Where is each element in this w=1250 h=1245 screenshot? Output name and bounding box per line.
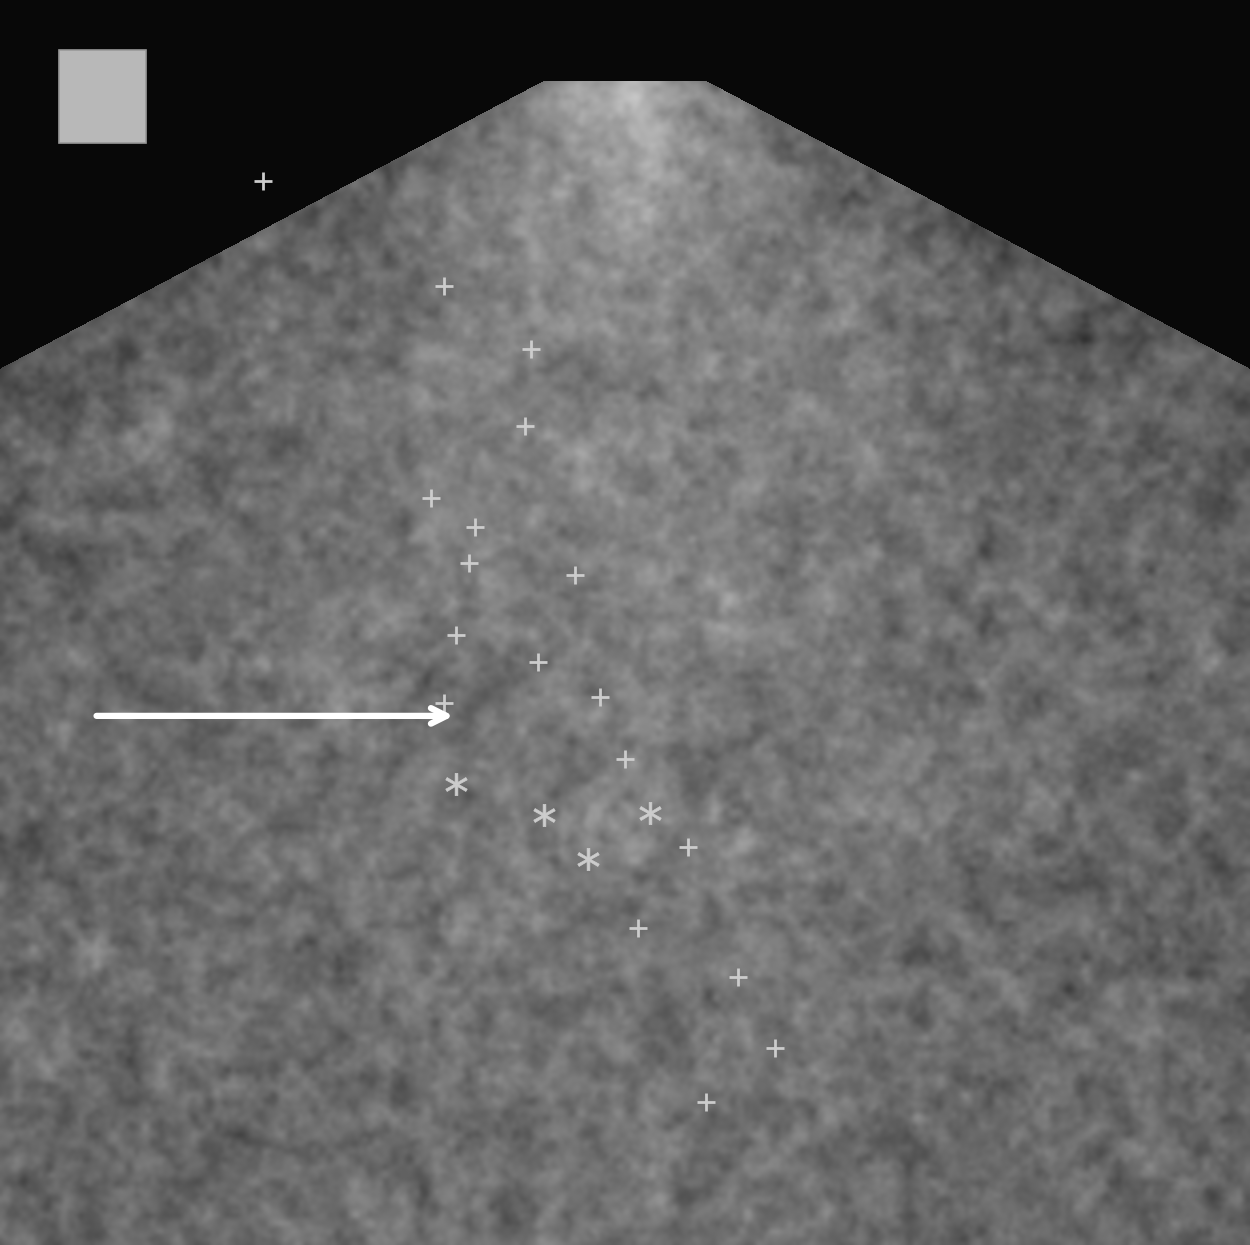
Bar	[59, 50, 146, 143]
